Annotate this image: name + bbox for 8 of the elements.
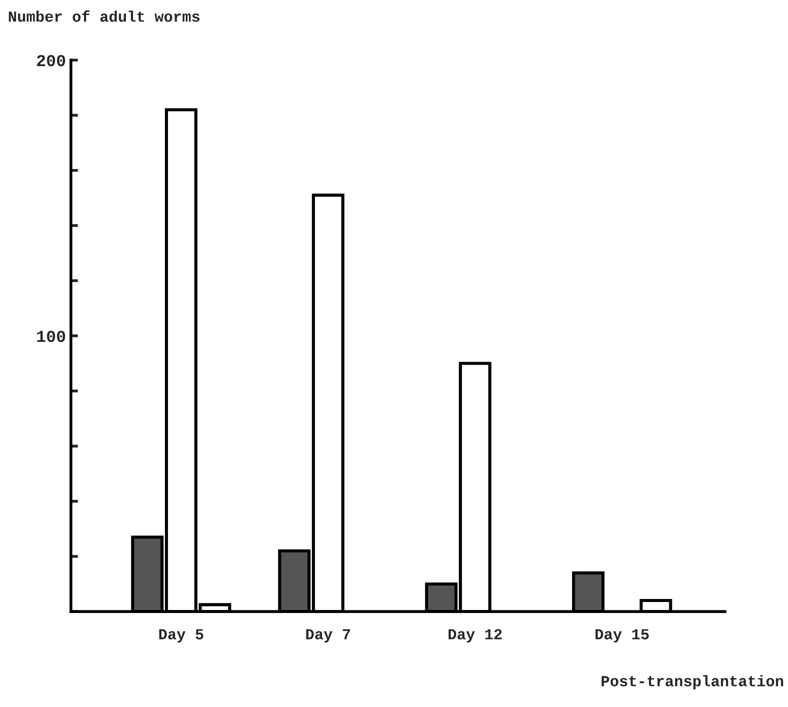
y-tick-label: 100: [37, 330, 66, 342]
y-tick-label: 200: [37, 54, 66, 66]
x-tick-label: Day 15: [596, 629, 649, 642]
y-axis-title: Number of adult worms: [8, 10, 200, 22]
x-tick-label: Day 5: [159, 629, 204, 642]
x-axis-title: Post-transplantation: [602, 675, 784, 690]
x-tick-label: Day 12: [448, 629, 502, 642]
x-tick-label: Day 7: [306, 629, 350, 642]
